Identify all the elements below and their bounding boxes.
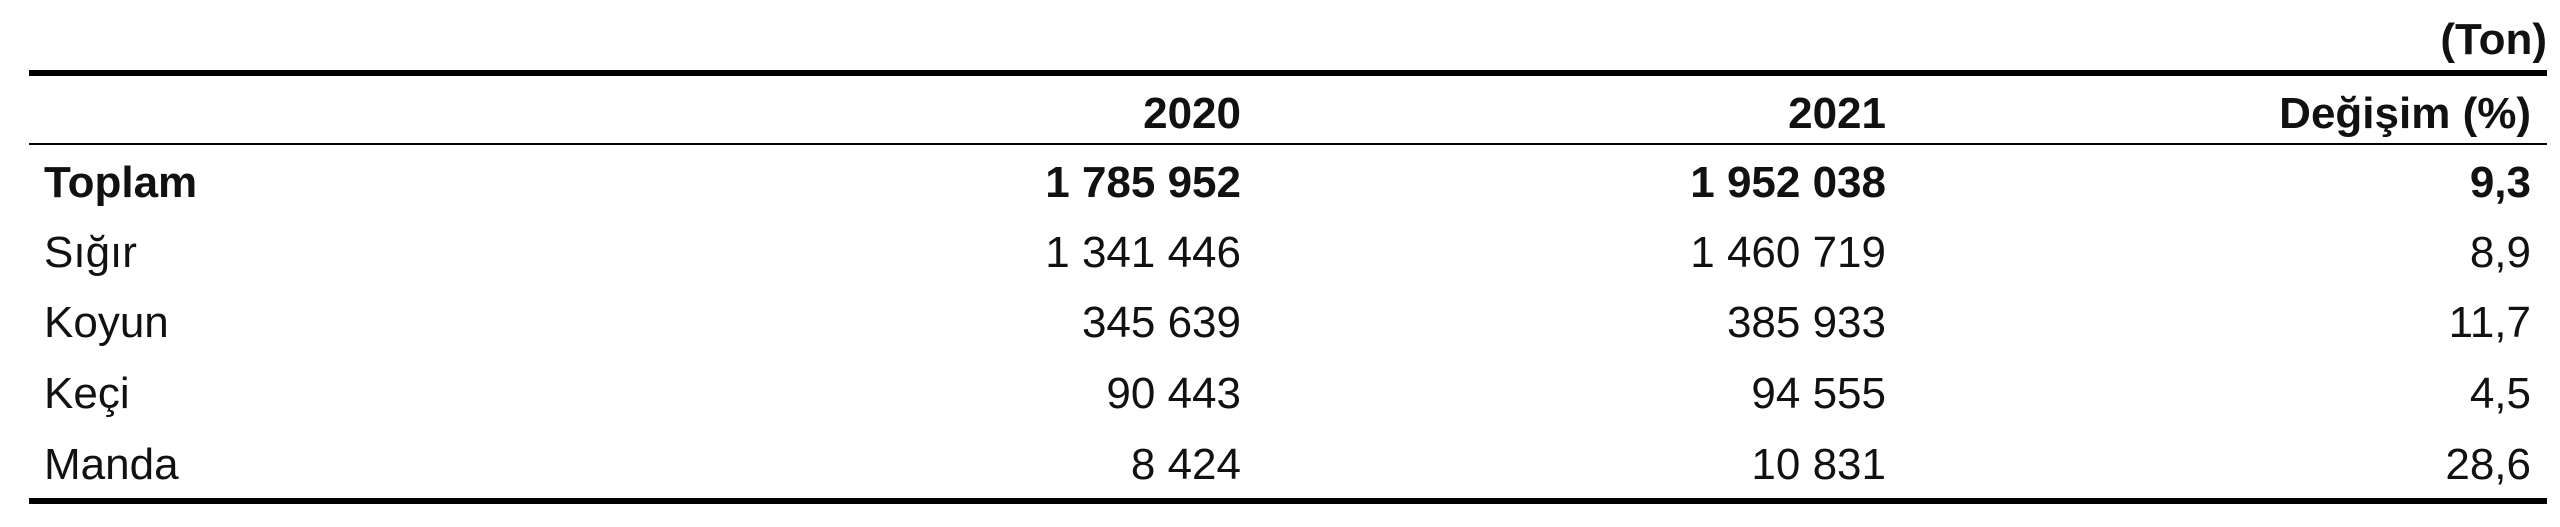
top-rule [29, 70, 2547, 76]
cell: 11,7 [2448, 298, 2531, 347]
cell: 9,3 [2469, 158, 2531, 207]
cell: 345 639 [1081, 298, 1241, 347]
header-rule [29, 143, 2547, 145]
cell: 1 341 446 [1045, 228, 1241, 277]
cell: 1 460 719 [1690, 228, 1886, 277]
cell: 1 785 952 [1045, 158, 1241, 207]
row-label: Keçi [44, 369, 130, 418]
column-header: Değişim (%) [2279, 89, 2531, 138]
row-label: Sığır [44, 228, 137, 277]
bottom-rule [29, 498, 2547, 504]
cell: 385 933 [1726, 298, 1886, 347]
column-header: 2020 [1143, 89, 1241, 138]
cell: 10 831 [1751, 440, 1886, 489]
row-label: Koyun [44, 298, 169, 347]
cell: 1 952 038 [1690, 158, 1886, 207]
column-header: 2021 [1788, 89, 1886, 138]
cell: 28,6 [2445, 440, 2531, 489]
cell: 8,9 [2469, 228, 2531, 277]
cell: 4,5 [2469, 369, 2531, 418]
row-label: Toplam [44, 158, 198, 207]
row-label: Manda [44, 440, 179, 489]
cell: 8 424 [1130, 440, 1241, 489]
cell: 94 555 [1751, 369, 1886, 418]
unit-label: (Ton) [2440, 15, 2547, 64]
cell: 90 443 [1106, 369, 1241, 418]
